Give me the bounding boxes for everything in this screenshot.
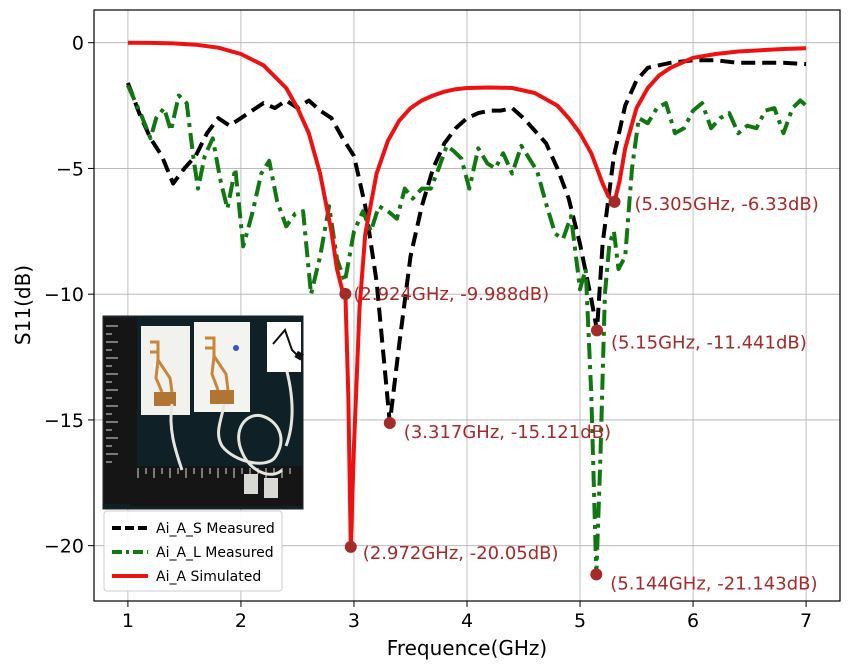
- series-layer: [126, 40, 808, 577]
- x-tick-label: 4: [461, 610, 473, 632]
- x-tick-label: 5: [574, 610, 586, 632]
- annotation-marker: [590, 324, 603, 337]
- x-axis-title: Frequence(GHz): [387, 636, 547, 660]
- legend-label: Ai_A Simulated: [156, 569, 261, 585]
- legend: Ai_A_S Measured Ai_A_L Measured Ai_A Simul…: [103, 510, 283, 592]
- annotation-label: (5.305GHz, -6.33dB): [635, 194, 819, 215]
- annotation-label: (2.924GHz, -9.988dB): [353, 284, 549, 305]
- x-tick-label: 6: [687, 610, 699, 632]
- annotation-label: (5.15GHz, -11.441dB): [611, 332, 807, 353]
- legend-box: [103, 510, 283, 592]
- x-tick-label: 3: [348, 610, 360, 632]
- annotation-marker: [608, 195, 621, 208]
- axis-ticks: 1 2 3 4 5 6 7 0 −5 −10 −15 −20: [44, 33, 812, 632]
- annotation-marker: [344, 540, 357, 553]
- annotation-marker: [383, 416, 396, 429]
- annotation-label: (5.144GHz, -21.143dB): [610, 573, 817, 594]
- series-line-3: [127, 40, 807, 549]
- legend-label: Ai_A_S Measured: [156, 521, 275, 537]
- series-line-1: [126, 58, 807, 425]
- annotation-marker: [339, 287, 352, 300]
- annotation-marker: [590, 568, 603, 581]
- y-axis-title: S11(dB): [11, 265, 35, 345]
- x-tick-label: 2: [235, 610, 247, 632]
- y-tick-label: −15: [44, 410, 84, 432]
- annotation-label: (2.972GHz, -20.05dB): [363, 543, 559, 564]
- x-tick-label: 7: [800, 610, 812, 632]
- annotation-layer: (2.924GHz, -9.988dB) (2.972GHz, -20.05dB)…: [339, 194, 819, 594]
- y-tick-label: 0: [72, 33, 84, 55]
- x-tick-label: 1: [122, 610, 134, 632]
- y-tick-label: −10: [44, 284, 84, 306]
- y-tick-label: −20: [44, 536, 84, 558]
- series-line-2: [126, 84, 808, 577]
- antenna-photo-inset: [102, 315, 304, 510]
- legend-label: Ai_A_L Measured: [156, 545, 274, 561]
- y-tick-label: −5: [56, 158, 84, 180]
- annotation-label: (3.317GHz, -15.121dB): [404, 422, 611, 443]
